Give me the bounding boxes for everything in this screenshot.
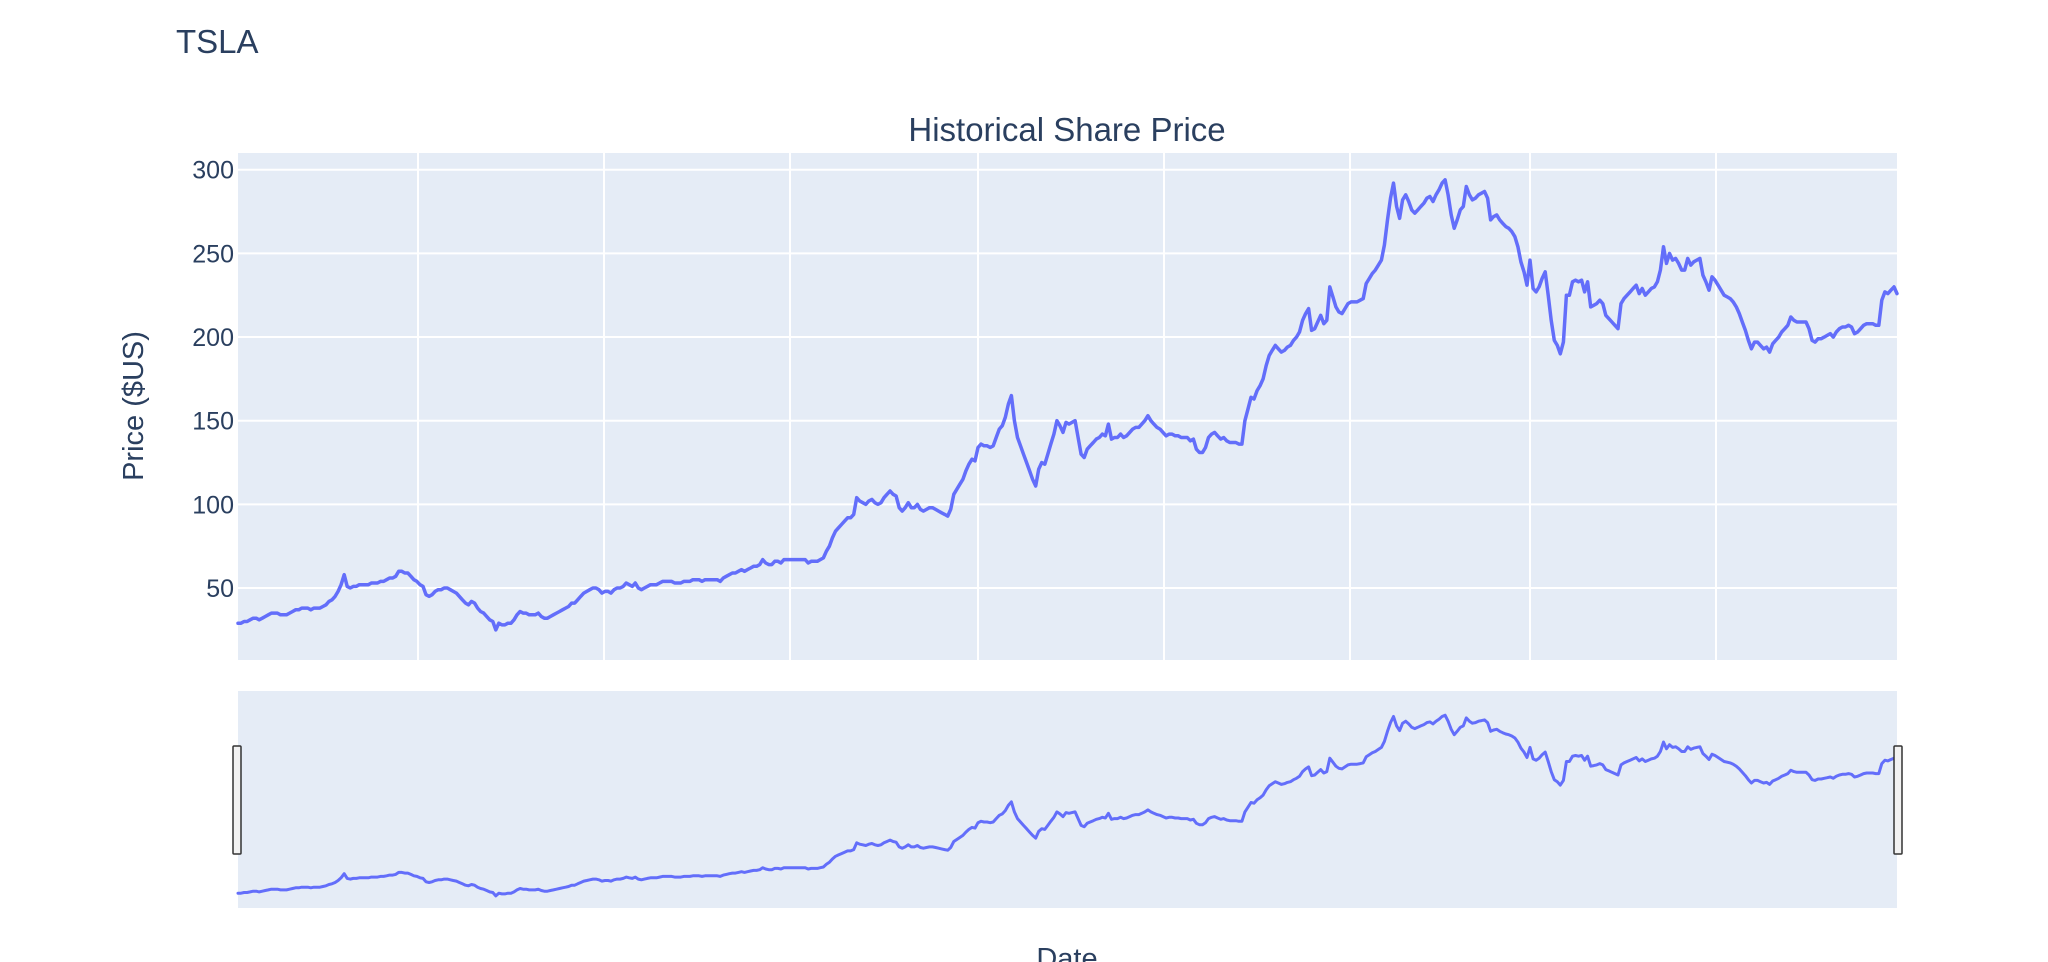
y-tick-label: 150 <box>192 408 234 436</box>
plot-area[interactable] <box>238 153 1897 660</box>
range-slider-right-handle[interactable] <box>1893 745 1903 855</box>
range-slider[interactable] <box>238 691 1897 908</box>
price-series-line[interactable] <box>236 178 1899 632</box>
vertical-gridlines <box>417 153 1717 660</box>
y-tick-label: 250 <box>192 240 234 268</box>
y-tick-label: 100 <box>192 491 234 519</box>
y-tick-label: 50 <box>206 575 234 603</box>
y-tick-label: 200 <box>192 324 234 352</box>
range-slider-left-handle[interactable] <box>232 745 242 855</box>
y-axis-title: Price ($US) <box>118 331 150 481</box>
horizontal-gridlines <box>238 168 1897 590</box>
page-title: TSLA <box>176 23 259 60</box>
range-slider-series-line <box>236 713 1899 898</box>
x-axis-title: Date <box>1036 943 1097 962</box>
y-tick-label: 300 <box>192 157 234 185</box>
chart-title: Historical Share Price <box>908 111 1225 148</box>
y-axis-ticks: 50 100 150 200 250 300 <box>192 157 234 603</box>
